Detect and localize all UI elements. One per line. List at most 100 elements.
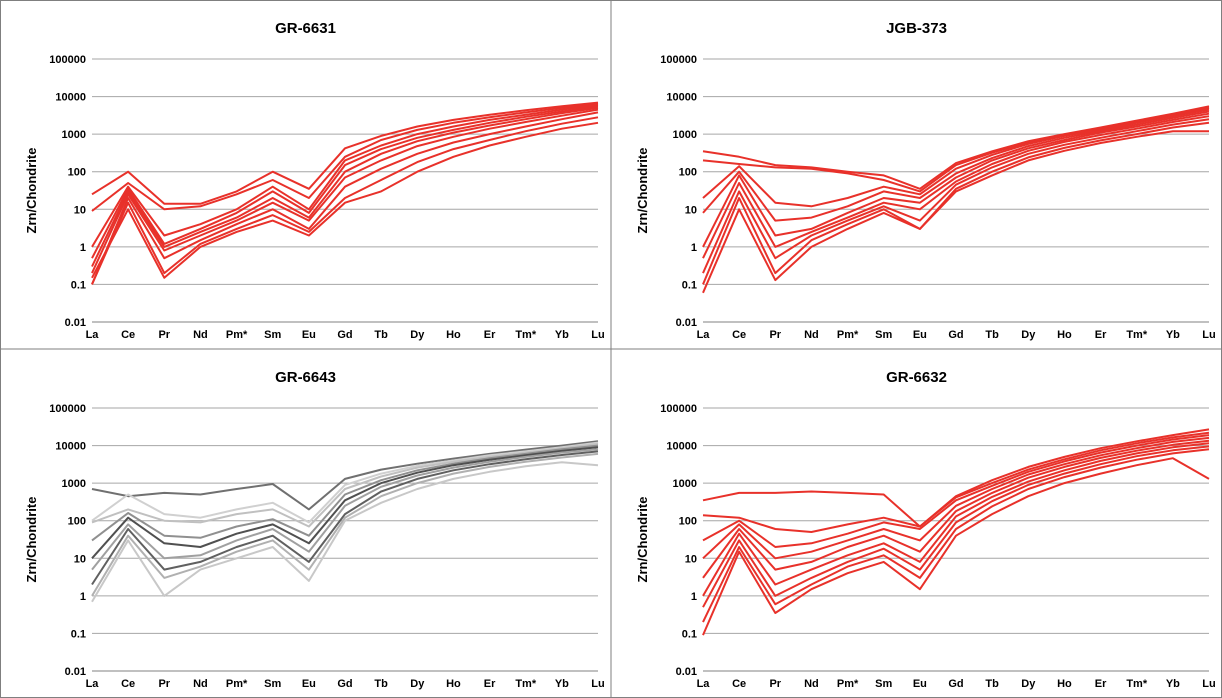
y-tick-label: 10000 (666, 441, 697, 453)
series-line (702, 121, 1210, 285)
y-tick-label: 10 (685, 553, 697, 565)
chart-panel-2: JGB-373 Zrn/Chondrite 0.01 0.1 1 10 100 1000 100… (635, 20, 1216, 341)
y-tick-label: 1000 (62, 129, 86, 141)
chart-title: GR-6631 (275, 20, 336, 37)
series-line (91, 441, 599, 524)
x-tick-label: Ce (121, 678, 135, 690)
series-line (91, 103, 599, 248)
x-tick-label: Gd (948, 329, 963, 341)
y-tick-label: 1 (691, 591, 697, 603)
series-line (702, 434, 1210, 548)
chart-panel-3: GR-6643 Zrn/Chondrite 0.01 0.1 1 10 100 1000 100… (24, 369, 605, 690)
y-tick-label: 0.1 (682, 628, 697, 640)
y-tick-label: 1 (80, 242, 86, 254)
x-tick-label: Pr (158, 678, 170, 690)
series-line (91, 105, 599, 259)
x-tick-label: Dy (1021, 329, 1036, 341)
x-tick-label: Ho (1057, 678, 1072, 690)
x-tick-label: Tb (985, 329, 999, 341)
x-tick-label: Gd (337, 678, 352, 690)
x-tick-label: Tb (374, 678, 388, 690)
x-tick-label: Gd (948, 678, 963, 690)
x-tick-label: Tm* (515, 329, 537, 341)
x-tick-label: Tm* (515, 678, 537, 690)
chart-title: JGB-373 (886, 20, 947, 37)
y-tick-label: 1000 (673, 129, 697, 141)
series-line (91, 461, 599, 603)
x-tick-label: Eu (913, 678, 927, 690)
x-tick-label: Ho (446, 329, 461, 341)
y-tick-label: 0.01 (65, 666, 86, 678)
x-tick-label: Er (484, 678, 496, 690)
x-tick-label: Lu (591, 329, 604, 341)
x-tick-label: La (697, 329, 711, 341)
series-line (702, 105, 1210, 190)
series-line (702, 439, 1210, 579)
x-tick-label: Gd (337, 329, 352, 341)
series-line (91, 116, 599, 285)
x-tick-label: Tb (374, 329, 388, 341)
y-tick-label: 0.01 (65, 317, 86, 329)
x-tick-label: Dy (1021, 678, 1036, 690)
y-tick-label: 100 (68, 167, 86, 179)
series-line (702, 457, 1210, 636)
y-tick-label: 10 (685, 204, 697, 216)
series-line (702, 445, 1210, 608)
y-tick-label: 0.1 (71, 628, 86, 640)
y-tick-label: 100000 (660, 54, 697, 66)
series-line (91, 101, 599, 205)
y-tick-label: 1 (691, 242, 697, 254)
series-line (91, 106, 599, 267)
y-axis-label: Zrn/Chondrite (24, 148, 39, 234)
x-tick-label: Yb (555, 678, 569, 690)
y-tick-label: 10000 (55, 441, 86, 453)
y-tick-label: 10000 (666, 92, 697, 104)
x-tick-label: Yb (1166, 678, 1180, 690)
x-tick-label: Pr (158, 329, 170, 341)
x-tick-label: Er (484, 329, 496, 341)
series-line (702, 108, 1210, 208)
series-line (91, 440, 599, 511)
x-tick-label: Pm* (837, 329, 859, 341)
series-line (702, 130, 1209, 294)
y-axis-label: Zrn/Chondrite (635, 497, 650, 583)
x-tick-label: Tm* (1126, 678, 1148, 690)
x-tick-label: Pr (769, 678, 781, 690)
series-line (702, 431, 1210, 533)
y-tick-label: 100 (679, 516, 697, 528)
x-tick-label: Sm (264, 678, 281, 690)
x-tick-label: Ce (121, 329, 135, 341)
y-tick-label: 100000 (49, 403, 86, 415)
y-tick-label: 100 (679, 167, 697, 179)
x-tick-label: Pr (769, 329, 781, 341)
y-tick-label: 100000 (660, 403, 697, 415)
x-tick-label: Ce (732, 678, 746, 690)
y-tick-label: 100 (68, 516, 86, 528)
y-axis-label: Zrn/Chondrite (24, 497, 39, 583)
x-tick-label: Nd (804, 678, 819, 690)
chart-title: GR-6643 (275, 369, 336, 386)
x-tick-label: Ho (446, 678, 461, 690)
series-line (91, 450, 599, 586)
x-tick-label: Sm (264, 329, 281, 341)
x-tick-label: Ho (1057, 329, 1072, 341)
x-tick-label: Pm* (226, 329, 248, 341)
series-line (91, 446, 599, 559)
series-line (702, 112, 1210, 248)
x-tick-label: Nd (193, 329, 208, 341)
x-tick-label: Lu (591, 678, 604, 690)
x-tick-label: La (86, 678, 100, 690)
y-tick-label: 1 (80, 591, 86, 603)
y-tick-label: 0.01 (676, 666, 697, 678)
x-tick-label: Eu (302, 678, 316, 690)
series-line (702, 118, 1210, 274)
x-tick-label: Lu (1202, 678, 1215, 690)
series-line (91, 121, 599, 279)
x-tick-label: Ce (732, 329, 746, 341)
x-tick-label: Pm* (837, 678, 859, 690)
series-line (702, 115, 1210, 259)
series-line (702, 442, 1210, 597)
y-tick-label: 10 (74, 553, 86, 565)
